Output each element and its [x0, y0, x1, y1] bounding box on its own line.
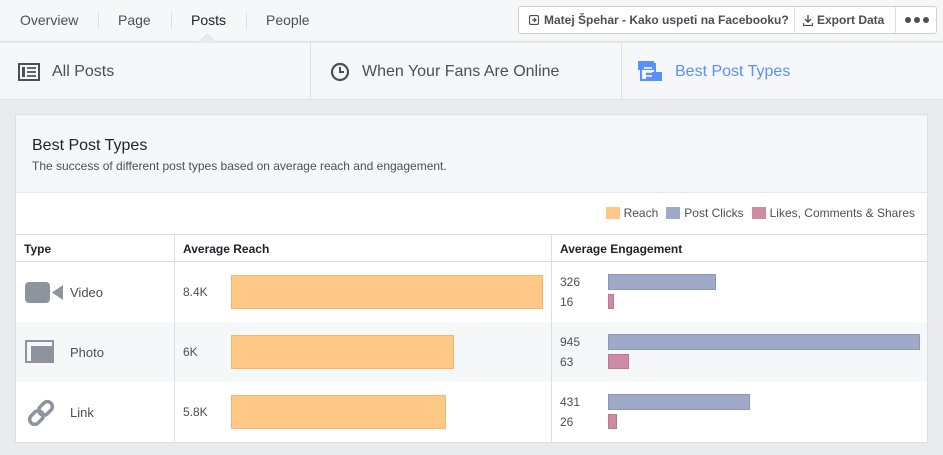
photo-icon [25, 340, 55, 369]
top-navigation: Overview Page Posts People Matej Špehar … [0, 0, 943, 51]
more-dot-icon [913, 17, 920, 23]
post-clicks-value: 945 [560, 335, 581, 349]
tab-overview[interactable]: Overview [20, 12, 79, 28]
list-icon [18, 62, 40, 81]
page-name: Matej Špehar - Kako uspeti na Facebooku? [544, 13, 789, 27]
likes-value: 16 [560, 295, 574, 309]
post-clicks-bar [608, 274, 716, 290]
tab-posts[interactable]: Posts [191, 12, 227, 28]
legend-swatch [666, 207, 681, 219]
subtab-label: When Your Fans Are Online [362, 62, 560, 80]
more-dot-icon [904, 17, 911, 23]
clock-icon [330, 62, 350, 82]
reach-value: 8.4K [183, 285, 208, 299]
subtab-all-posts[interactable]: All Posts [0, 43, 311, 100]
page-action-bar: Matej Špehar - Kako uspeti na Facebooku?… [518, 6, 937, 34]
tab-divider [171, 12, 172, 29]
post-type-label: Link [70, 405, 94, 420]
best-post-types-card: Best Post Types The success of different… [15, 114, 928, 443]
video-camera-icon [25, 282, 63, 308]
likes-bar [608, 294, 614, 309]
legend-swatch [751, 207, 766, 219]
reach-value: 6K [183, 345, 198, 359]
export-data-button[interactable]: Export Data [794, 7, 894, 33]
table-header: Type Average Reach Average Engagement [16, 234, 927, 262]
subtab-when-fans-online[interactable]: When Your Fans Are Online [311, 43, 622, 100]
export-label: Export Data [817, 13, 885, 27]
posts-subtabs: All Posts When Your Fans Are Online Best… [0, 43, 943, 100]
post-clicks-bar [608, 394, 750, 410]
legend-item-reach: Reach [605, 206, 659, 220]
post-clicks-value: 326 [560, 275, 581, 289]
card-title: Best Post Types [32, 137, 148, 154]
download-icon [803, 14, 813, 26]
tab-people[interactable]: People [266, 12, 310, 28]
column-header-reach: Average Reach [183, 242, 270, 256]
chart-legend: Reach Post Clicks Likes, Comments & Shar… [598, 206, 915, 220]
tab-page[interactable]: Page [118, 12, 151, 28]
column-header-engagement: Average Engagement [560, 242, 683, 256]
table-row: Photo 6K 945 63 [16, 322, 927, 382]
subtab-label: Best Post Types [675, 62, 791, 80]
tab-divider [246, 12, 247, 29]
column-divider [174, 234, 175, 442]
post-type-label: Photo [70, 345, 104, 360]
table-row: Link 5.8K 431 26 [16, 382, 927, 442]
tab-divider [98, 12, 99, 29]
legend-label: Post Clicks [684, 206, 744, 220]
link-icon [25, 398, 57, 433]
subtab-label: All Posts [52, 62, 115, 80]
legend-item-likes: Likes, Comments & Shares [751, 206, 915, 220]
post-types-icon [637, 60, 663, 84]
likes-bar [608, 354, 629, 369]
subtab-best-post-types[interactable]: Best Post Types [622, 43, 943, 100]
likes-value: 26 [560, 415, 574, 429]
post-clicks-value: 431 [560, 395, 581, 409]
page-switcher-button[interactable]: Matej Špehar - Kako uspeti na Facebooku? [519, 7, 792, 33]
column-divider [551, 234, 552, 442]
likes-bar [608, 414, 617, 429]
more-dot-icon [922, 17, 929, 23]
post-clicks-bar [608, 334, 920, 350]
reach-value: 5.8K [183, 405, 208, 419]
table-row: Video 8.4K 326 16 [16, 262, 927, 322]
page-switch-icon [529, 15, 539, 25]
legend-swatch [605, 207, 620, 219]
legend-item-post-clicks: Post Clicks [666, 206, 744, 220]
reach-bar [231, 335, 454, 369]
likes-value: 63 [560, 355, 574, 369]
column-header-type: Type [24, 242, 52, 256]
reach-bar [231, 275, 543, 309]
reach-bar [231, 395, 446, 429]
legend-label: Likes, Comments & Shares [769, 206, 915, 220]
legend-label: Reach [623, 206, 659, 220]
more-options-button[interactable] [895, 7, 937, 33]
card-subtitle: The success of different post types base… [32, 159, 447, 173]
card-header: Best Post Types The success of different… [16, 115, 927, 193]
post-type-label: Video [70, 285, 104, 300]
